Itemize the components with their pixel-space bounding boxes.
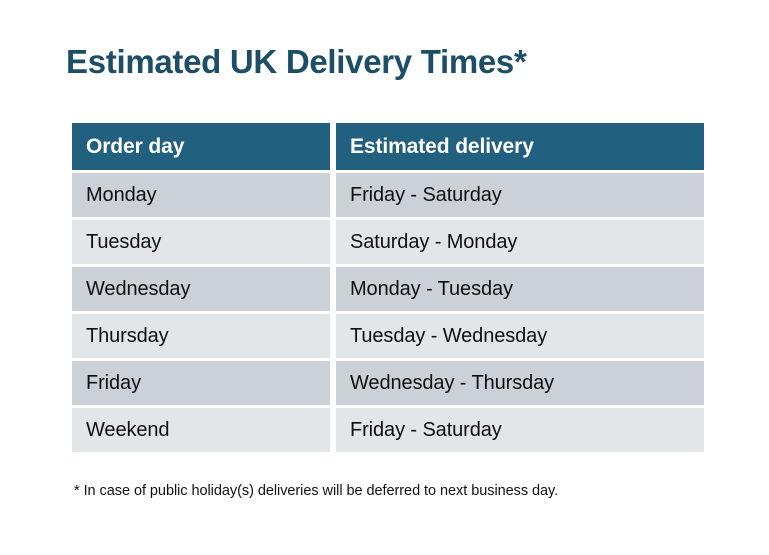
cell-order-day: Friday [72,361,330,405]
column-header-order-day: Order day [72,123,330,170]
page-title: Estimated UK Delivery Times* [66,43,527,80]
table-row: Friday Wednesday - Thursday [72,361,704,405]
cell-order-day: Weekend [72,408,330,452]
cell-order-day: Monday [72,173,330,217]
cell-estimated-delivery: Saturday - Monday [336,220,704,264]
table-row: Weekend Friday - Saturday [72,408,704,452]
cell-order-day: Tuesday [72,220,330,264]
table-row: Thursday Tuesday - Wednesday [72,314,704,358]
footnote-text: * In case of public holiday(s) deliverie… [74,483,559,499]
table-row: Monday Friday - Saturday [72,173,704,217]
cell-estimated-delivery: Monday - Tuesday [336,267,704,311]
table-header-row: Order day Estimated delivery [72,123,704,170]
cell-estimated-delivery: Friday - Saturday [336,173,704,217]
table-row: Wednesday Monday - Tuesday [72,267,704,311]
cell-order-day: Wednesday [72,267,330,311]
cell-estimated-delivery: Friday - Saturday [336,408,704,452]
table-header: Order day Estimated delivery [72,123,704,170]
column-header-estimated-delivery: Estimated delivery [336,123,704,170]
table-row: Tuesday Saturday - Monday [72,220,704,264]
cell-estimated-delivery: Wednesday - Thursday [336,361,704,405]
cell-estimated-delivery: Tuesday - Wednesday [336,314,704,358]
cell-order-day: Thursday [72,314,330,358]
table-body: Monday Friday - Saturday Tuesday Saturda… [72,173,704,452]
delivery-times-table: Order day Estimated delivery Monday Frid… [66,120,710,455]
